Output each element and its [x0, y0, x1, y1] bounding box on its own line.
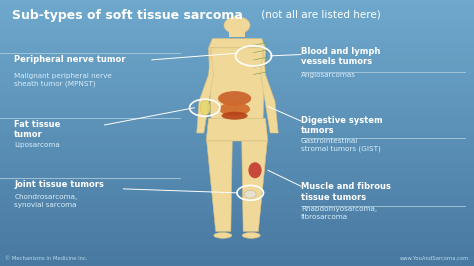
Bar: [0, 35, 474, 40]
Bar: [0, 93, 474, 98]
Bar: [0, 208, 474, 213]
Bar: [0, 138, 474, 142]
Bar: [0, 248, 474, 253]
Bar: [0, 9, 474, 13]
Polygon shape: [207, 141, 232, 231]
Bar: [0, 58, 474, 62]
Bar: [0, 71, 474, 75]
Ellipse shape: [248, 162, 262, 178]
Bar: [0, 115, 474, 120]
Bar: [0, 128, 474, 133]
Bar: [0, 173, 474, 177]
Text: Sub-types of soft tissue sarcoma: Sub-types of soft tissue sarcoma: [12, 9, 243, 22]
Bar: [0, 164, 474, 168]
Bar: [0, 182, 474, 186]
Polygon shape: [261, 48, 278, 133]
Polygon shape: [197, 48, 213, 133]
Bar: [0, 213, 474, 217]
Bar: [0, 177, 474, 182]
Text: Angiosarcomas: Angiosarcomas: [301, 72, 356, 78]
Bar: [0, 66, 474, 71]
Text: Gastrointestinal
stromal tumors (GIST): Gastrointestinal stromal tumors (GIST): [301, 138, 381, 152]
Bar: [0, 84, 474, 89]
Bar: [0, 13, 474, 18]
Bar: [0, 80, 474, 84]
Bar: [0, 111, 474, 115]
Text: Joint tissue tumors: Joint tissue tumors: [14, 180, 104, 189]
Ellipse shape: [218, 91, 251, 106]
Text: Muscle and fibrous
tissue tumors: Muscle and fibrous tissue tumors: [301, 182, 391, 202]
Ellipse shape: [221, 112, 247, 120]
Bar: [0, 142, 474, 146]
Bar: [0, 226, 474, 231]
Bar: [0, 235, 474, 239]
Ellipse shape: [200, 101, 210, 115]
Bar: [0, 102, 474, 106]
Bar: [0, 0, 474, 5]
Bar: [0, 120, 474, 124]
Bar: [0, 98, 474, 102]
Bar: [0, 186, 474, 191]
Bar: [0, 155, 474, 160]
Polygon shape: [209, 39, 265, 48]
Text: Liposarcoma: Liposarcoma: [14, 142, 60, 148]
Polygon shape: [209, 48, 265, 118]
Bar: [0, 168, 474, 173]
Bar: [0, 204, 474, 208]
Bar: [0, 22, 474, 27]
Bar: [0, 257, 474, 261]
Text: (not all are listed here): (not all are listed here): [258, 9, 381, 19]
Bar: [229, 29, 245, 37]
Bar: [0, 62, 474, 66]
Bar: [0, 40, 474, 44]
Bar: [0, 195, 474, 200]
Text: Peripheral nerve tumor: Peripheral nerve tumor: [14, 55, 126, 64]
Text: Blood and lymph
vessels tumors: Blood and lymph vessels tumors: [301, 47, 380, 66]
Bar: [0, 75, 474, 80]
Bar: [0, 27, 474, 31]
Bar: [0, 160, 474, 164]
Text: Chondrosarcoma,
synovial sarcoma: Chondrosarcoma, synovial sarcoma: [14, 194, 77, 208]
Bar: [0, 222, 474, 226]
Ellipse shape: [245, 190, 256, 198]
Text: Digestive system
tumors: Digestive system tumors: [301, 116, 383, 135]
Ellipse shape: [219, 102, 250, 116]
Bar: [0, 151, 474, 155]
Bar: [0, 239, 474, 244]
Bar: [0, 5, 474, 9]
Bar: [0, 44, 474, 49]
Bar: [0, 261, 474, 266]
Bar: [0, 89, 474, 93]
Bar: [0, 106, 474, 111]
Polygon shape: [206, 118, 268, 141]
Text: Rhabdomyosarcoma,
fibrosarcoma: Rhabdomyosarcoma, fibrosarcoma: [301, 206, 377, 220]
Bar: [0, 124, 474, 128]
Bar: [0, 231, 474, 235]
Bar: [0, 191, 474, 195]
Bar: [0, 217, 474, 222]
Bar: [0, 253, 474, 257]
Text: Fat tissue
tumor: Fat tissue tumor: [14, 120, 61, 139]
Ellipse shape: [214, 232, 232, 238]
Bar: [0, 146, 474, 151]
Text: © Mechanisms in Medicine Inc.: © Mechanisms in Medicine Inc.: [5, 256, 87, 261]
Polygon shape: [242, 141, 267, 231]
Bar: [0, 133, 474, 138]
Bar: [0, 244, 474, 248]
Text: Malignant peripheral nerve
sheath tumor (MPNST): Malignant peripheral nerve sheath tumor …: [14, 73, 112, 87]
Ellipse shape: [224, 16, 250, 34]
Bar: [0, 18, 474, 22]
Ellipse shape: [242, 232, 260, 238]
Text: www.YouAndSarcoma.com: www.YouAndSarcoma.com: [400, 256, 469, 261]
Bar: [0, 31, 474, 35]
Bar: [0, 49, 474, 53]
Bar: [0, 53, 474, 58]
Bar: [0, 200, 474, 204]
